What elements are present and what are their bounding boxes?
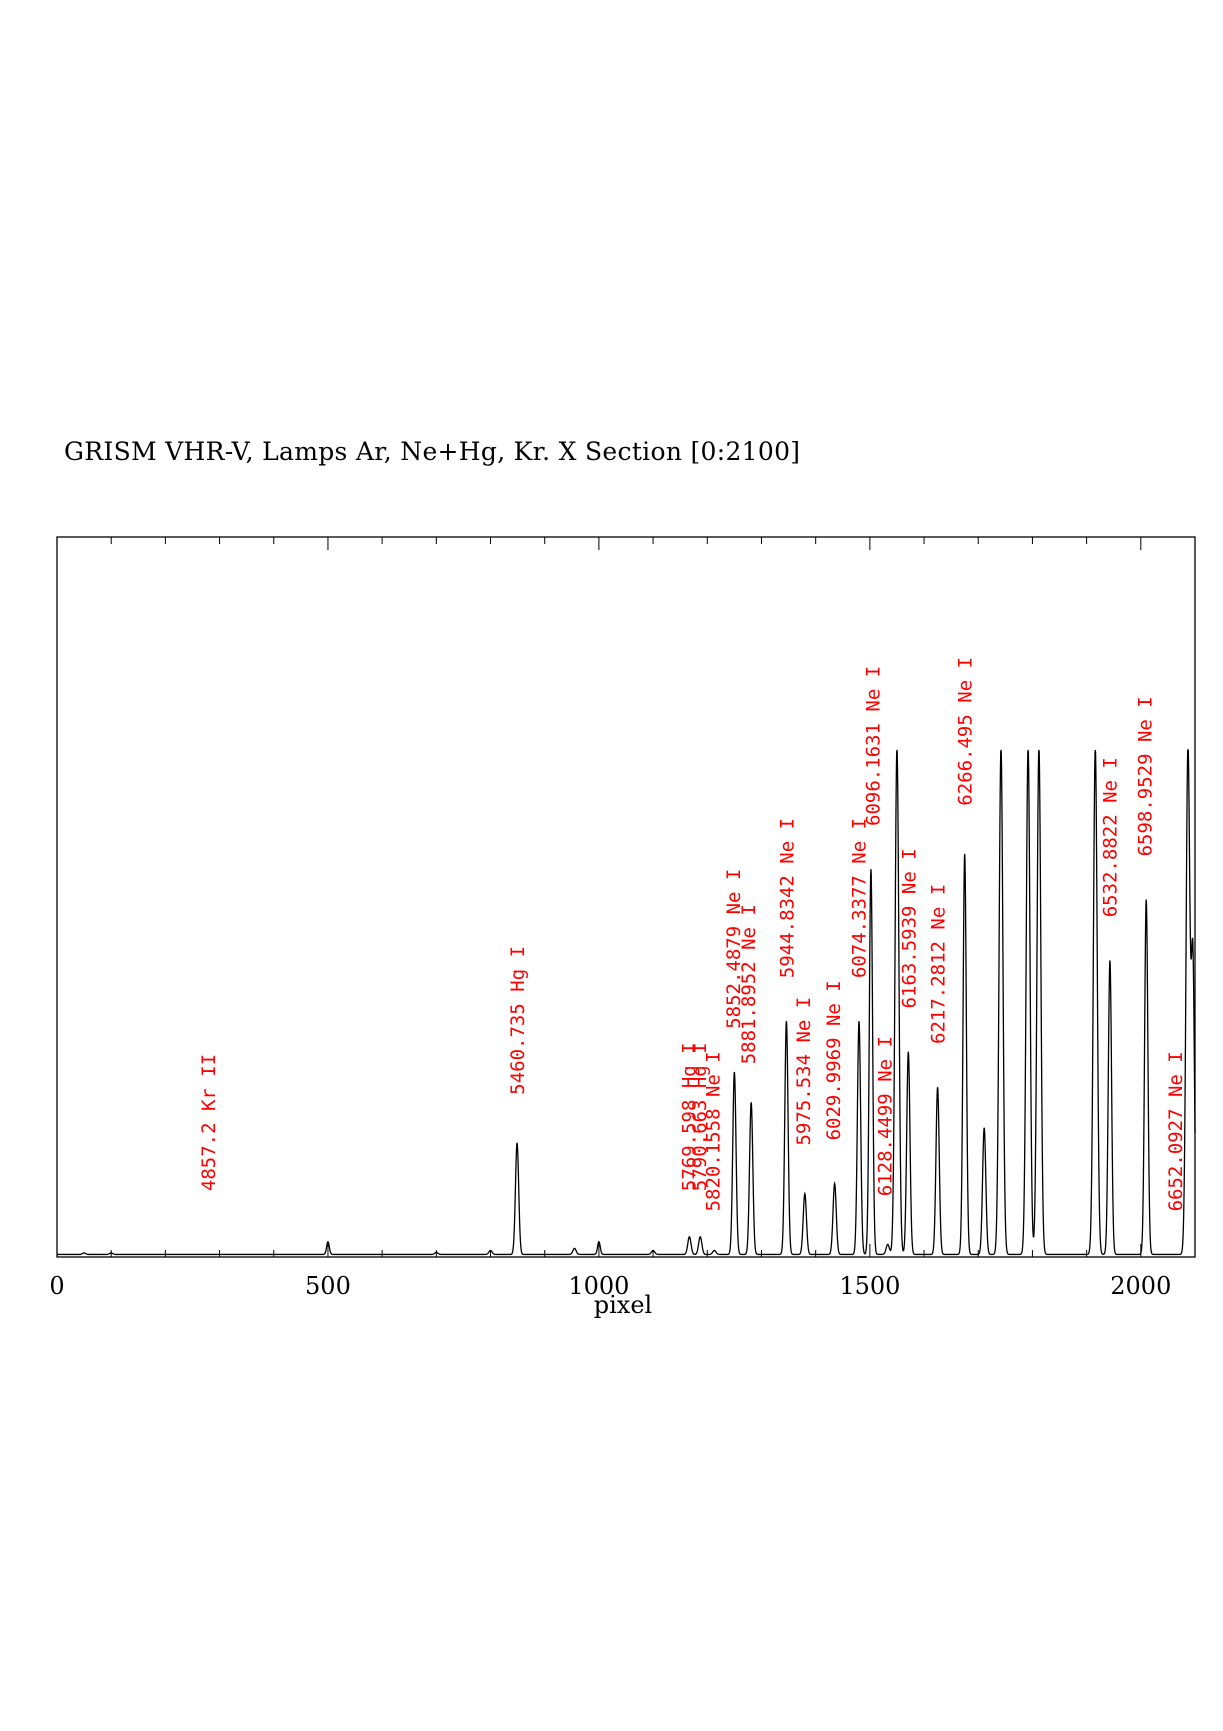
line-id-label: 5852.4879 Ne I xyxy=(723,869,745,1029)
x-axis-label: pixel xyxy=(594,1291,652,1319)
line-id-label: 6532.8822 Ne I xyxy=(1099,757,1121,917)
x-tick-label: 500 xyxy=(305,1272,351,1300)
line-id-label: 6029.9969 Ne I xyxy=(823,980,845,1140)
line-id-label: 6266.495 Ne I xyxy=(955,657,977,806)
line-id-label: 5975.534 Ne I xyxy=(793,997,815,1146)
x-tick-label: 2000 xyxy=(1110,1272,1171,1300)
line-id-label: 5944.8342 Ne I xyxy=(776,818,798,978)
line-id-label: 6163.5939 Ne I xyxy=(898,848,920,1008)
line-id-label: 6096.1631 Ne I xyxy=(863,666,885,826)
x-tick-label: 0 xyxy=(49,1272,64,1300)
line-id-label: 5881.8952 Ne I xyxy=(738,904,760,1064)
chart-title: GRISM VHR-V, Lamps Ar, Ne+Hg, Kr. X Sect… xyxy=(64,437,801,466)
line-id-label: 5790.663 Hg I xyxy=(689,1042,711,1191)
x-tick-label: 1000 xyxy=(568,1272,629,1300)
line-id-label: 6652.0927 Ne I xyxy=(1165,1051,1187,1211)
line-id-label: 6217.2812 Ne I xyxy=(928,884,950,1044)
plot-frame xyxy=(56,536,1196,1258)
spectrum-line xyxy=(57,749,1196,1256)
x-tick-label: 1500 xyxy=(839,1272,900,1300)
line-id-label: 6598.9529 Ne I xyxy=(1135,696,1157,856)
line-id-label: 6128.4499 Ne I xyxy=(875,1036,897,1196)
line-id-label: 5460.735 Hg I xyxy=(507,946,529,1095)
line-id-label: 4857.2 Kr II xyxy=(198,1054,220,1191)
line-id-label: 5769.598 Hg I xyxy=(678,1042,700,1191)
line-id-label: 6074.3377 Ne I xyxy=(849,818,871,978)
line-id-label: 5820.1558 Ne I xyxy=(703,1051,725,1211)
